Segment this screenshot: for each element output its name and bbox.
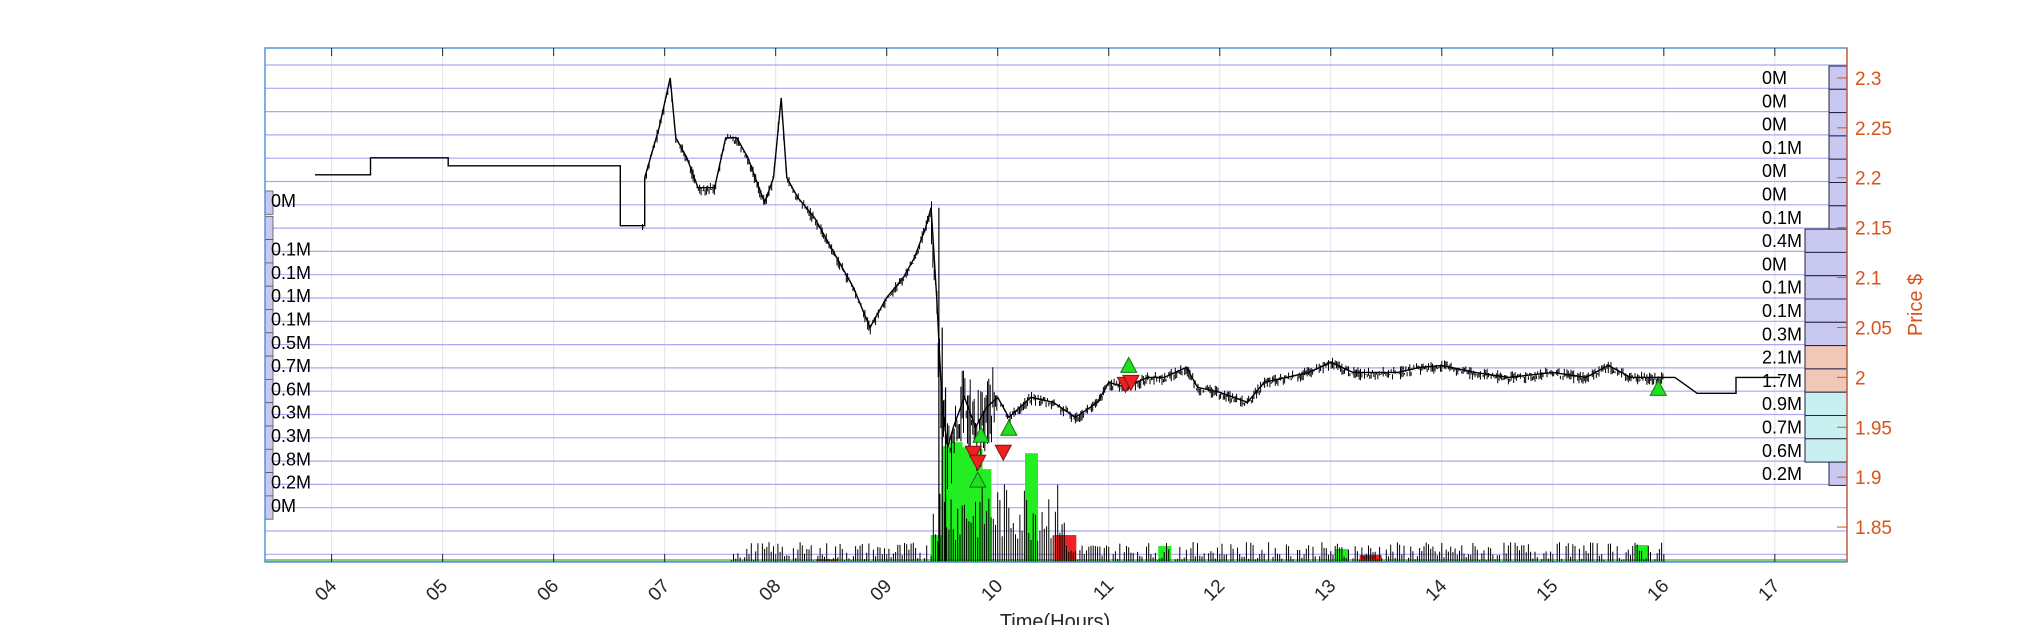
left-profile-label: 0.3M [271,403,311,423]
right-profile-bar [1804,438,1848,463]
sell-marker [1122,374,1140,392]
right-profile-bar [1828,205,1848,230]
buy-volume-bar [1635,545,1649,562]
left-profile-label: 0.1M [271,263,311,283]
x-tick-label: 10 [977,576,1007,606]
x-tick-label: 06 [533,576,563,606]
right-profile-bar [1804,275,1848,300]
grid-lines [331,48,1776,562]
left-profile-label: 0.2M [271,473,311,493]
left-profile-label: 0.5M [271,333,311,353]
plot-background [265,48,1847,562]
right-profile-label: 0M [1762,161,1787,181]
right-profile-label: 0.7M [1762,418,1802,438]
left-profile-label: 0.3M [271,426,311,446]
right-profile-label: 0M [1762,185,1787,205]
x-tick-label: 08 [755,576,785,606]
left-profile-label: 0M [271,496,296,516]
price-drop-spike [938,207,947,562]
x-tick-label: 11 [1089,576,1118,605]
price-level-bands [265,64,1847,555]
right-profile-label: 0.1M [1762,278,1802,298]
left-profile-label: 0.6M [271,379,311,399]
right-profile-label: 2.1M [1762,348,1802,368]
y-tick-label: 2.25 [1855,119,1892,140]
y-tick-label: 2.15 [1855,219,1892,240]
buy-marker [1649,379,1668,396]
right-profile-label: 0.3M [1762,324,1802,344]
left-profile-bar [264,215,274,241]
x-tick-label: 15 [1533,576,1563,606]
left-profile-label: 0.1M [271,310,311,330]
right-profile-bar [1828,135,1848,160]
right-profile-label: 0.6M [1762,441,1802,461]
right-profile-label: 0.1M [1762,301,1802,321]
sell-marker [994,444,1013,462]
x-tick-label: 16 [1644,576,1674,606]
right-profile-label: 0.1M [1762,208,1802,228]
sell-marker [968,454,987,472]
price-series [315,77,1781,562]
left-profile-label: 0.8M [271,449,311,469]
right-profile-bar [1804,391,1848,417]
y-tick-label: 2.3 [1855,69,1881,90]
sell-marker [964,445,983,463]
buy-marker [999,419,1018,436]
left-profile-label: 0M [271,191,296,211]
y-tick-label: 1.95 [1855,418,1892,439]
right-profile-label: 0M [1762,68,1787,88]
x-tick-label: 17 [1755,576,1785,606]
right-profile-bar [1804,368,1848,393]
right-profile-bar [1804,228,1848,253]
x-axis-label: Time(Hours) [1000,611,1110,625]
right-profile-label: 0.2M [1762,464,1802,484]
y-tick-label: 2 [1855,368,1866,389]
right-profile-bar [1804,298,1848,323]
volume-baseline [265,559,1847,562]
right-profile-label: 0.9M [1762,394,1802,414]
buy-volume-bar [1025,453,1039,562]
x-tick-label: 14 [1422,575,1452,605]
right-profile-label: 0.1M [1762,138,1802,158]
right-profile-bar [1828,112,1848,137]
right-profile-bar [1804,321,1848,347]
buy-marker [1119,356,1138,373]
x-tick-label: 05 [422,576,452,606]
x-tick-label: 13 [1311,576,1341,606]
right-profile-bar [1828,182,1848,207]
right-profile-label: 1.7M [1762,371,1802,391]
right-profile-label: 0M [1762,91,1787,111]
left-profile-label: 0.1M [271,240,311,260]
x-tick-label: 07 [644,576,674,606]
right-profile-bar [1828,461,1848,486]
price-noise [642,82,1664,489]
left-profile-label: 0.1M [271,286,311,306]
right-profile-label: 0M [1762,254,1787,274]
x-tick-label: 04 [311,575,341,605]
y-tick-label: 1.9 [1855,468,1881,489]
x-tick-label: 12 [1199,576,1229,606]
right-profile-bar [1804,345,1848,370]
buy-volume-bar [1158,546,1172,562]
left-profile-label: 0.7M [271,356,311,376]
y-tick-label: 2.1 [1855,269,1881,290]
y-tick-label: 1.85 [1855,518,1892,539]
buy-volume-bar [949,442,963,562]
x-tick-label: 09 [866,576,896,606]
volume-spikes [730,482,1665,562]
buy-marker [972,426,990,443]
right-profile-bar [1828,88,1848,114]
y-tick-label: 2.2 [1855,169,1881,190]
right-profile-label: 0M [1762,115,1787,135]
right-profile-bar [1804,251,1848,277]
right-profile-label: 0.4M [1762,231,1802,251]
trade-markers [964,356,1668,488]
y-tick-label: 2.05 [1855,318,1892,339]
y-axis-label: Price $ [1905,274,1927,336]
buy-volume-bar [978,469,992,562]
right-profile-bar [1828,158,1848,183]
buy-marker [968,471,987,488]
